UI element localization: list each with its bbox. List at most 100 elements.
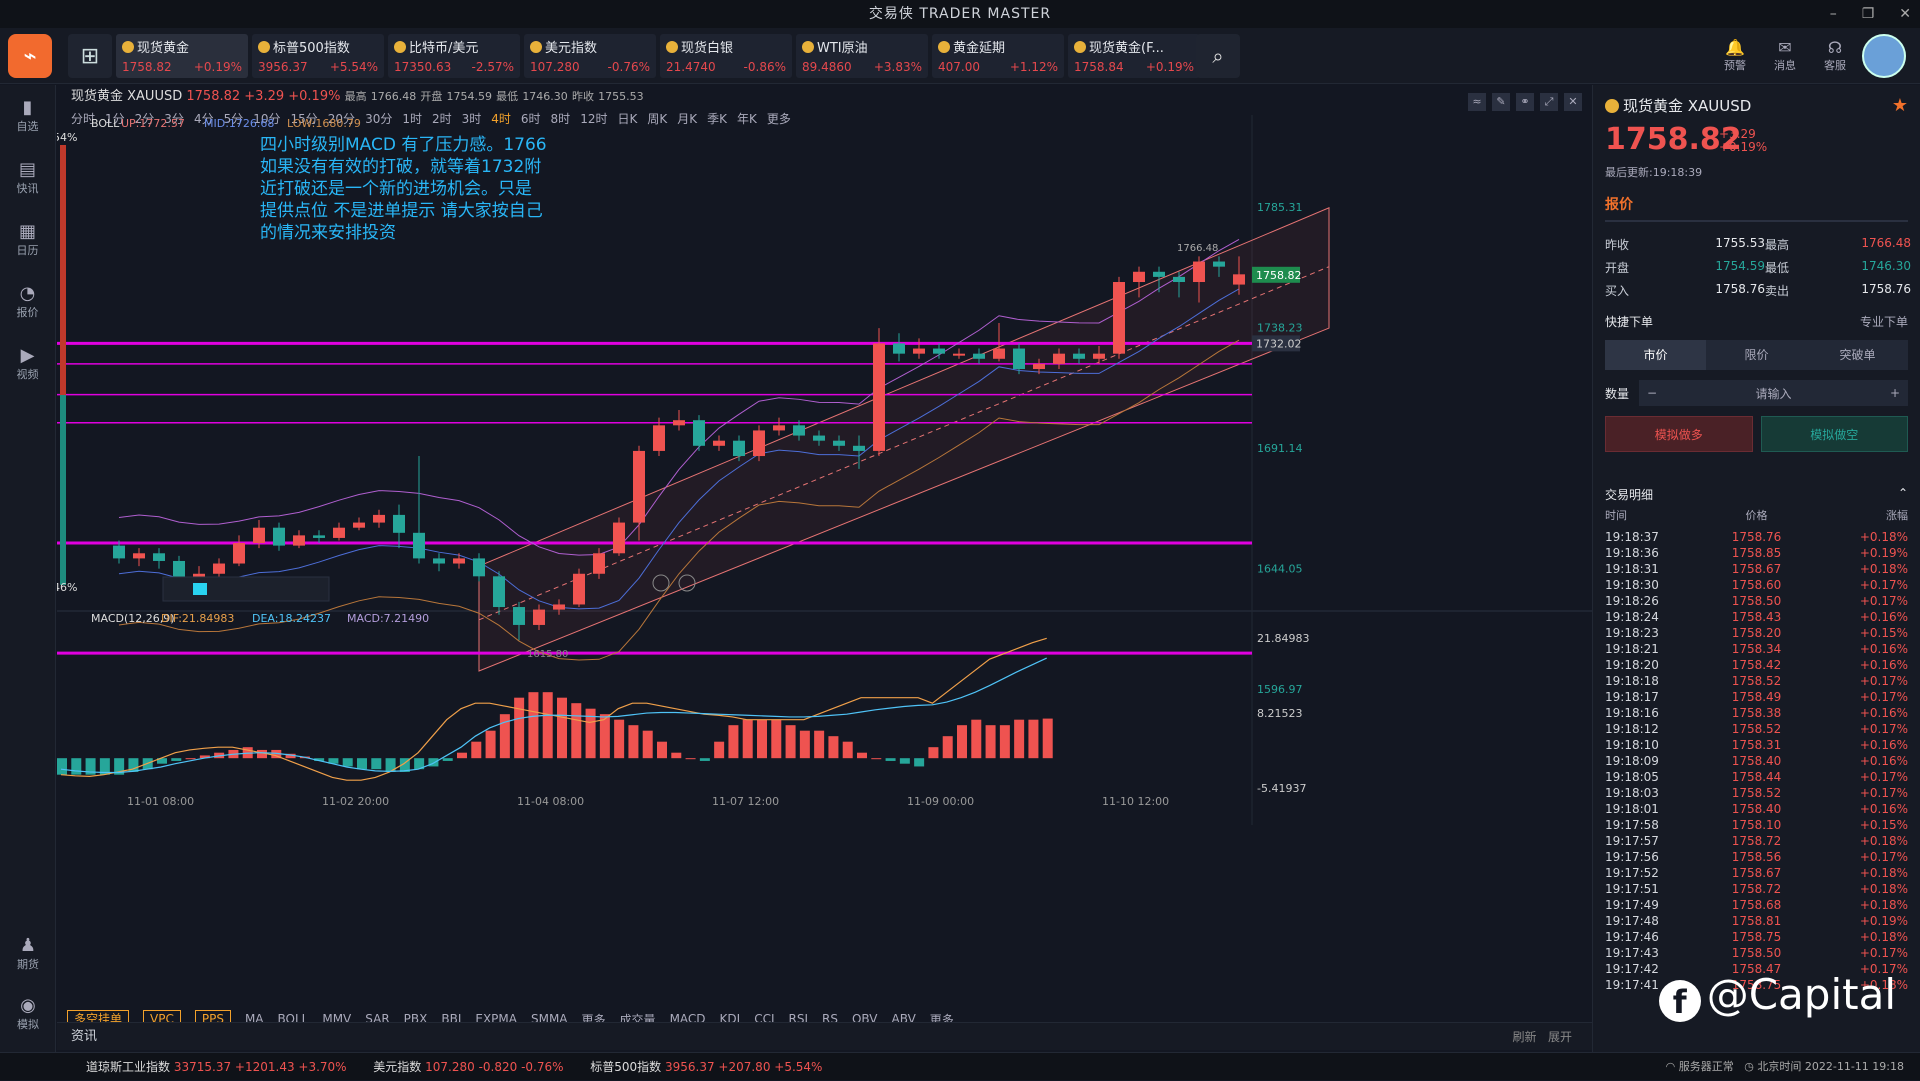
candle[interactable]: [713, 440, 725, 446]
nav-quote[interactable]: ◔ 报价: [0, 283, 55, 333]
period-tab[interactable]: 6时: [520, 112, 541, 126]
candle[interactable]: [153, 553, 165, 561]
alert-button[interactable]: 🔔 预警: [1720, 38, 1750, 73]
nav-watchlist[interactable]: ▮ 自选: [0, 97, 55, 147]
candle[interactable]: [1053, 353, 1065, 364]
candle[interactable]: [553, 604, 565, 610]
ticker-item[interactable]: WTI原油 89.4860 +3.83%: [796, 34, 928, 78]
candle[interactable]: [393, 514, 405, 533]
annotation-text[interactable]: 四小时级别MACD 有了压力感。1766 如果没有有效的打破，就等着1732附 …: [260, 135, 547, 243]
restore-icon[interactable]: ❐: [1861, 6, 1876, 22]
drawing-toolbar[interactable]: [162, 576, 330, 602]
period-tab[interactable]: 2分: [134, 112, 155, 126]
candle[interactable]: [1233, 274, 1245, 285]
candle[interactable]: [673, 420, 685, 426]
candle[interactable]: [1033, 363, 1045, 370]
candle[interactable]: [193, 573, 205, 579]
period-tab[interactable]: 30分: [365, 112, 393, 126]
period-tab[interactable]: 8时: [550, 112, 571, 126]
candle[interactable]: [513, 607, 525, 625]
tab-limit[interactable]: 限价: [1744, 348, 1769, 362]
expand-button[interactable]: 展开: [1547, 1030, 1572, 1044]
candle[interactable]: [1153, 271, 1165, 277]
fullscreen-icon[interactable]: ⤢: [1540, 93, 1558, 111]
candle[interactable]: [1173, 276, 1185, 283]
period-tab[interactable]: 4分: [193, 112, 214, 126]
close-icon[interactable]: ✕: [1899, 6, 1912, 22]
ticker-item[interactable]: 美元指数 107.280 -0.76%: [524, 34, 656, 78]
app-logo[interactable]: ⌁: [8, 34, 52, 78]
sim-long-button[interactable]: 模拟做多: [1605, 416, 1753, 452]
footer-index-3[interactable]: 标普500指数: [590, 1060, 662, 1074]
ticker-item[interactable]: 现货白银 21.4740 -0.86%: [660, 34, 792, 78]
candle[interactable]: [213, 563, 225, 574]
symbol-label[interactable]: 现货黄金 XAUUSD: [71, 89, 183, 104]
nav-simulate[interactable]: ◉ 模拟: [0, 995, 56, 1045]
period-tab[interactable]: 1分: [105, 112, 125, 126]
footer-index-1[interactable]: 道琼斯工业指数: [86, 1060, 171, 1074]
ticker-item[interactable]: 现货黄金 1758.82 +0.19%: [116, 34, 248, 78]
candle[interactable]: [373, 514, 385, 523]
indicator-icon[interactable]: ≈: [1468, 93, 1486, 111]
candle[interactable]: [953, 353, 965, 356]
candle[interactable]: [133, 553, 145, 559]
pro-order-link[interactable]: 专业下单: [1859, 315, 1908, 329]
close-chart-icon[interactable]: ✕: [1564, 93, 1582, 111]
candle[interactable]: [1073, 353, 1085, 359]
ticker-item[interactable]: 现货黄金(F... 1758.84 +0.19%: [1068, 34, 1200, 78]
period-tab[interactable]: 3分: [164, 112, 184, 126]
period-tab[interactable]: 2时: [431, 112, 452, 126]
candle[interactable]: [593, 553, 605, 574]
candle[interactable]: [933, 348, 945, 354]
period-tab[interactable]: 15分: [290, 112, 318, 126]
candle[interactable]: [313, 535, 325, 538]
refresh-button[interactable]: 刷新: [1512, 1030, 1537, 1044]
period-tab[interactable]: 1时: [402, 112, 422, 126]
draw-icon[interactable]: ✎: [1492, 93, 1510, 111]
candle[interactable]: [1013, 348, 1025, 370]
message-button[interactable]: ✉ 消息: [1770, 38, 1800, 73]
color-swatch[interactable]: [193, 583, 207, 595]
candle[interactable]: [833, 440, 845, 446]
ticker-item[interactable]: 标普500指数 3956.37 +5.54%: [252, 34, 384, 78]
candle[interactable]: [853, 445, 865, 451]
candle[interactable]: [773, 425, 785, 431]
candle[interactable]: [813, 435, 825, 441]
candle[interactable]: [293, 535, 305, 546]
candle[interactable]: [353, 522, 365, 528]
nav-video[interactable]: ▶ 视频: [0, 345, 55, 395]
nav-futures[interactable]: ♟ 期货: [0, 935, 56, 985]
nav-news[interactable]: ▤ 快讯: [0, 159, 55, 209]
candle[interactable]: [893, 343, 905, 354]
candlestick-chart[interactable]: 1785.31 1738.23 1691.14 1644.05 1596.97 1758.…: [57, 85, 1592, 845]
period-tab[interactable]: 周K: [647, 112, 668, 126]
qty-placeholder[interactable]: 请输入: [1755, 386, 1792, 401]
search-icon[interactable]: ⌕: [1196, 34, 1240, 78]
period-tab[interactable]: 更多: [766, 112, 791, 126]
candle[interactable]: [653, 425, 665, 451]
minus-icon[interactable]: −: [1647, 386, 1658, 400]
period-tab[interactable]: 3时: [461, 112, 482, 126]
candle[interactable]: [173, 560, 185, 579]
candle[interactable]: [753, 430, 765, 457]
favorite-star-icon[interactable]: ★: [1891, 95, 1908, 116]
candle[interactable]: [733, 440, 745, 457]
nav-calendar[interactable]: ▦ 日历: [0, 221, 55, 271]
ticker-item[interactable]: 比特币/美元 17350.63 -2.57%: [388, 34, 520, 78]
minimize-icon[interactable]: –: [1829, 6, 1838, 22]
period-tab[interactable]: 日K: [617, 112, 638, 126]
period-tab[interactable]: 4时: [491, 112, 511, 126]
candle[interactable]: [1133, 271, 1145, 283]
news-label[interactable]: 资讯: [71, 1029, 98, 1044]
channel-midline[interactable]: [478, 266, 1330, 621]
candle[interactable]: [273, 527, 285, 546]
candle[interactable]: [993, 348, 1005, 359]
candle[interactable]: [693, 420, 705, 446]
candle[interactable]: [873, 343, 885, 451]
candle[interactable]: [333, 527, 345, 538]
grid-menu-icon[interactable]: ⊞: [68, 34, 112, 78]
period-tab[interactable]: 20分: [327, 112, 356, 126]
period-tab[interactable]: 季K: [707, 112, 727, 126]
period-tab[interactable]: 年K: [736, 112, 757, 126]
candle[interactable]: [1193, 261, 1205, 283]
